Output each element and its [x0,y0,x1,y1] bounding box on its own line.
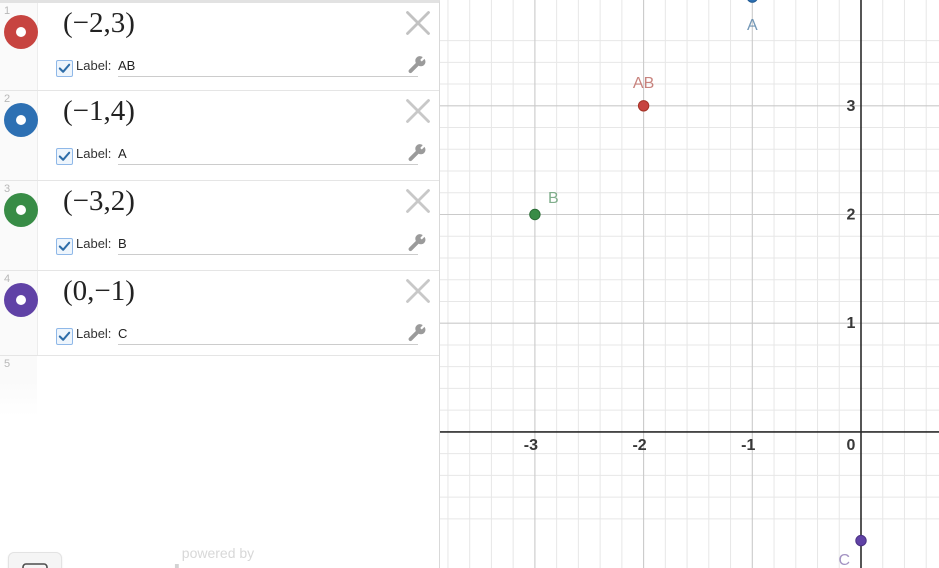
svg-text:2: 2 [847,207,856,224]
svg-text:0: 0 [847,437,856,454]
svg-text:1: 1 [847,315,856,332]
svg-text:-2: -2 [632,437,646,454]
svg-text:3: 3 [847,98,856,115]
svg-text:-1: -1 [741,437,755,454]
svg-text:-3: -3 [524,437,538,454]
svg-text:C: C [838,552,850,568]
svg-text:A: A [747,17,758,34]
svg-text:AB: AB [633,75,654,92]
svg-text:B: B [548,190,559,207]
